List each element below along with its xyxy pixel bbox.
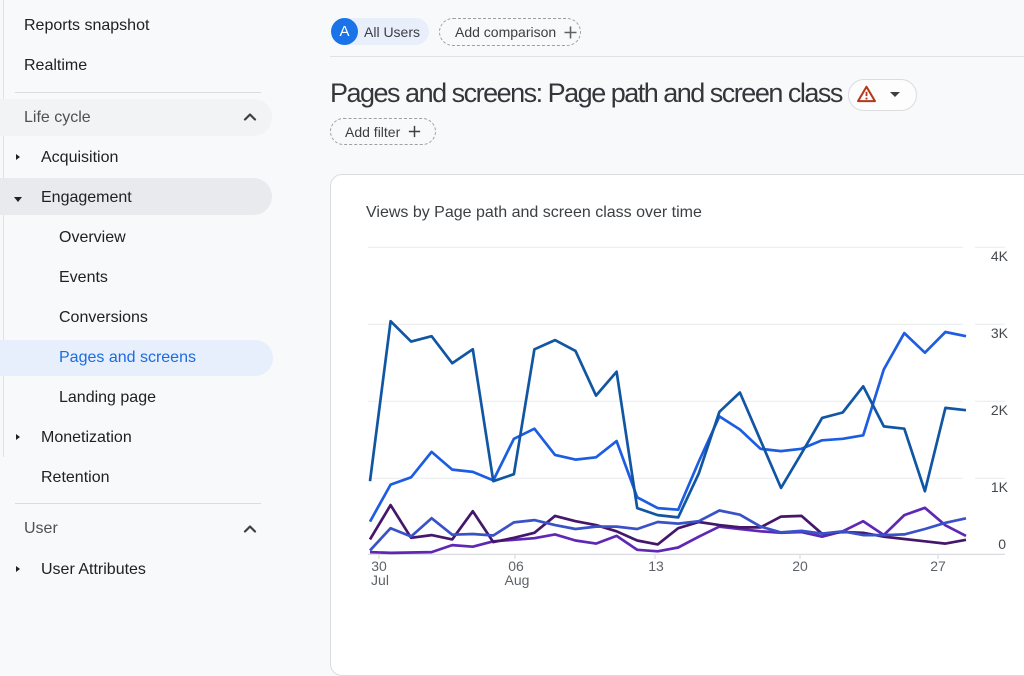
svg-text:3K: 3K: [991, 325, 1009, 341]
svg-text:06: 06: [508, 558, 524, 574]
svg-text:13: 13: [648, 558, 664, 574]
svg-text:1K: 1K: [991, 479, 1009, 495]
svg-text:20: 20: [792, 558, 808, 574]
svg-text:Jul: Jul: [371, 572, 389, 588]
svg-text:0: 0: [998, 536, 1006, 552]
svg-text:2K: 2K: [991, 402, 1009, 418]
svg-text:4K: 4K: [991, 248, 1009, 264]
svg-text:30: 30: [371, 558, 387, 574]
svg-text:27: 27: [930, 558, 946, 574]
svg-text:Aug: Aug: [505, 572, 530, 588]
